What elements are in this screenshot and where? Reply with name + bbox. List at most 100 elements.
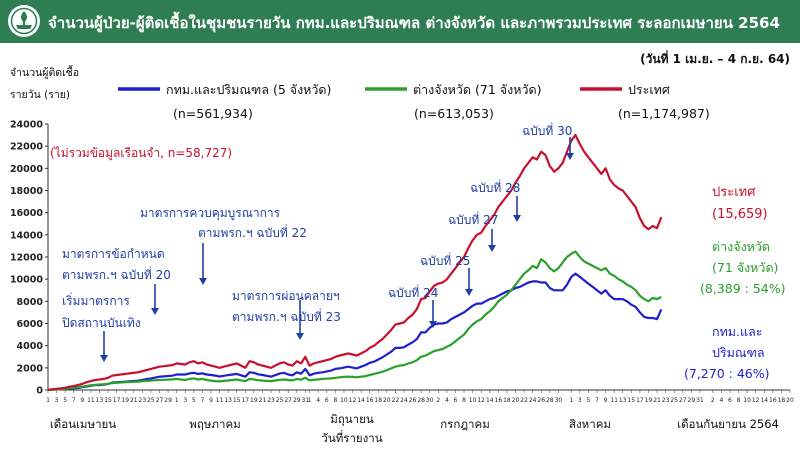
annotation-arrowhead-a10 — [566, 153, 574, 160]
y-tick-label: 8000 — [17, 297, 44, 308]
y-tick-label: 22000 — [10, 142, 43, 153]
x-tick-label: 11 — [610, 397, 618, 404]
annotation-a6-line1: ฉบับที่ 24 — [388, 284, 438, 300]
x-tick-label: 15 — [627, 397, 635, 404]
end-label-total-2: (15,659) — [712, 207, 768, 222]
y-tick-label: 12000 — [10, 253, 43, 264]
legend-label-upcountry: ต่างจังหวัด (71 จังหวัด) — [413, 82, 541, 97]
x-tick-label: 7 — [595, 397, 599, 404]
y-tick-label: 0 — [36, 386, 43, 397]
x-tick-label: 27 — [284, 397, 292, 404]
x-tick-label: 8 — [333, 397, 337, 404]
x-tick-label: 13 — [619, 397, 627, 404]
chart-axes — [45, 123, 791, 393]
x-tick-label: 5 — [63, 397, 67, 404]
annotation-a1-line1: (ไม่รวมข้อมูลเรือนจำ, n=58,727) — [50, 146, 232, 161]
series-line-total — [47, 134, 663, 391]
annotation-arrowhead-a7 — [465, 289, 473, 296]
x-tick-label: 2 — [436, 397, 440, 404]
annotation-arrowhead-a5 — [296, 333, 304, 340]
annotation-a5-line1: มาตรการผ่อนคลายฯ — [232, 289, 340, 303]
x-tick-label: 3 — [183, 397, 187, 404]
x-tick-label: 6 — [454, 397, 458, 404]
y-axis-title-line2: รายวัน (ราย) — [10, 89, 70, 101]
annotation-arrowhead-a9 — [513, 215, 521, 222]
x-tick-label: 31 — [696, 397, 704, 404]
x-tick-label: 30 — [426, 397, 434, 404]
x-tick-label: 18 — [374, 397, 382, 404]
x-tick-label: 1 — [175, 397, 179, 404]
annotation-arrowhead-a4 — [199, 278, 207, 285]
x-tick-label: 20 — [786, 397, 794, 404]
x-tick-label: 1 — [308, 397, 312, 404]
x-tick-label: 29 — [164, 397, 172, 404]
y-tick-label: 24000 — [10, 120, 43, 131]
chart-text: 0 2000 4000 6000 8000 10000 12000 14000 16000 180… — [10, 50, 794, 445]
y-tick-label: 4000 — [17, 341, 44, 352]
x-tick-label: 15 — [104, 397, 112, 404]
legend-count-upcountry: (n=613,053) — [414, 106, 494, 121]
annotation-a3-line1: เริ่มมาตรการ — [62, 292, 130, 308]
x-tick-label: 13 — [96, 397, 104, 404]
x-tick-label: 25 — [276, 397, 284, 404]
annotation-a10-line1: ฉบับที่ 30 — [522, 122, 572, 138]
legend-label-total: ประเทศ — [628, 82, 670, 97]
x-tick-label: 9 — [80, 397, 84, 404]
x-tick-label: 24 — [529, 397, 537, 404]
x-tick-label: 17 — [241, 397, 249, 404]
end-label-bkk-2: ปริมณฑล — [712, 345, 765, 360]
y-tick-label: 6000 — [17, 319, 44, 330]
x-tick-label: 12 — [752, 397, 760, 404]
x-month-label: สิงหาคม — [569, 417, 611, 431]
x-tick-label: 5 — [192, 397, 196, 404]
legend-count-bkk: (n=561,934) — [173, 106, 253, 121]
x-tick-label: 17 — [113, 397, 121, 404]
series-line-upcountry — [47, 250, 662, 391]
annotation-a3-line2: ปิดสถานบันเทิง — [61, 316, 140, 330]
x-tick-label: 14 — [357, 397, 365, 404]
y-axis-title-line1: จำนวนผู้ติดเชื้อ — [10, 65, 79, 79]
x-tick-label: 26 — [409, 397, 417, 404]
x-tick-label: 17 — [636, 397, 644, 404]
x-tick-label: 14 — [486, 397, 494, 404]
x-tick-label: 8 — [462, 397, 466, 404]
x-tick-label: 23 — [662, 397, 670, 404]
x-tick-label: 14 — [760, 397, 768, 404]
annotation-a2-line2: ตามพรก.ฯ ฉบับที่ 20 — [62, 266, 171, 282]
annotation-arrowhead-a2 — [151, 308, 159, 315]
x-axis-title: วันที่รายงาน — [321, 430, 382, 445]
x-tick-label: 15 — [233, 397, 241, 404]
end-label-upcountry-2: (71 จังหวัด) — [712, 260, 778, 275]
x-tick-label: 22 — [392, 397, 400, 404]
x-tick-label: 16 — [495, 397, 503, 404]
x-tick-label: 10 — [340, 397, 348, 404]
x-tick-label: 19 — [645, 397, 653, 404]
x-tick-label: 12 — [349, 397, 357, 404]
x-tick-label: 28 — [546, 397, 554, 404]
x-tick-label: 4 — [316, 397, 320, 404]
annotation-a2-line1: มาตรการข้อกำหนด — [62, 247, 165, 261]
x-tick-label: 27 — [156, 397, 164, 404]
legend-count-total: (n=1,174,987) — [618, 106, 710, 121]
annotation-arrowhead-a8 — [488, 245, 496, 252]
x-tick-label: 10 — [469, 397, 477, 404]
x-tick-label: 3 — [578, 397, 582, 404]
end-label-upcountry-1: ต่างจังหวัด — [712, 239, 770, 254]
y-tick-label: 2000 — [17, 363, 44, 374]
y-tick-label: 14000 — [10, 230, 43, 241]
x-tick-label: 20 — [512, 397, 520, 404]
x-tick-label: 9 — [209, 397, 213, 404]
x-tick-label: 9 — [604, 397, 608, 404]
x-tick-label: 12 — [477, 397, 485, 404]
x-month-label: เดือนกันยายน 2564 — [677, 417, 779, 431]
y-tick-label: 16000 — [10, 208, 43, 219]
date-range: (วันที่ 1 เม.ย. – 4 ก.ย. 64) — [640, 50, 790, 66]
x-tick-label: 19 — [121, 397, 129, 404]
x-tick-label: 29 — [293, 397, 301, 404]
x-tick-label: 10 — [743, 397, 751, 404]
x-tick-label: 21 — [259, 397, 267, 404]
x-tick-label: 18 — [503, 397, 511, 404]
x-tick-label: 11 — [87, 397, 95, 404]
y-tick-label: 10000 — [10, 275, 43, 286]
x-tick-label: 3 — [55, 397, 59, 404]
